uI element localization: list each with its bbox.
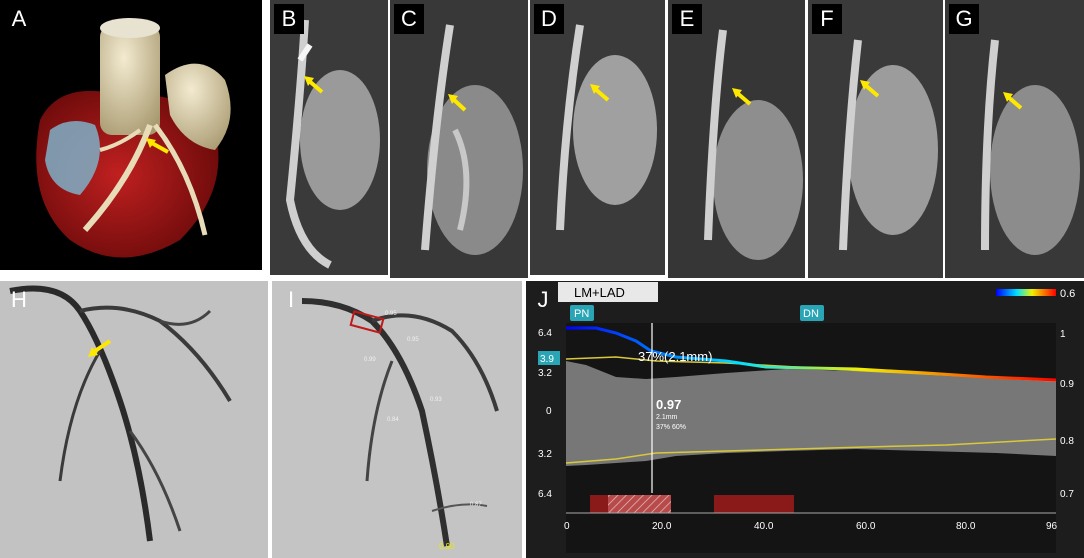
panel-c-ct-slice: C bbox=[390, 0, 528, 278]
panel-h-angiogram: H bbox=[0, 281, 268, 558]
panel-label: C bbox=[394, 4, 424, 34]
x-tick: 20.0 bbox=[652, 521, 672, 532]
panel-label: H bbox=[11, 287, 27, 312]
ffr-value-label: 0.84 bbox=[387, 417, 399, 423]
ffr-value-label: 0.95 bbox=[407, 337, 419, 343]
ct-slice-image bbox=[530, 0, 665, 275]
x-tick: 60.0 bbox=[856, 521, 876, 532]
panel-label: E bbox=[672, 4, 702, 34]
panel-label: I bbox=[287, 287, 295, 312]
stenosis-label: 37%(2.1mm) bbox=[638, 349, 712, 364]
panel-b-ct-slice: B bbox=[270, 0, 388, 275]
ct-slice-image bbox=[668, 0, 805, 278]
x-tick: 80.0 bbox=[956, 521, 976, 532]
mld-value: 2.1mm bbox=[656, 414, 678, 421]
x-tick: 0 bbox=[564, 521, 570, 532]
marker-pn: PN bbox=[574, 308, 589, 320]
ct-slice-image bbox=[945, 0, 1084, 278]
ffr-value-label: 0.87 bbox=[470, 502, 482, 508]
y-tick-left: 3.2 bbox=[538, 449, 552, 460]
x-tick: 40.0 bbox=[754, 521, 774, 532]
y-tick-right: 0.9 bbox=[1060, 379, 1074, 390]
qfr-value: 0.97 bbox=[656, 397, 681, 412]
panel-label: D bbox=[534, 4, 564, 34]
x-tick: 96 bbox=[1046, 521, 1058, 532]
panel-label: G bbox=[949, 4, 979, 34]
qfr-profile-plot: LM+LAD 0.6 PN DN 37%(2.1mm) 0.97 2.1mm 3… bbox=[526, 281, 1084, 558]
y-tick-right: 1 bbox=[1060, 329, 1066, 340]
ct-slice-image bbox=[270, 0, 388, 275]
heart-3d-image bbox=[36, 18, 231, 258]
y-tick-right: 0.8 bbox=[1060, 436, 1074, 447]
colorbar-max-label: 0.6 bbox=[1060, 288, 1075, 300]
marker-dn: DN bbox=[803, 308, 819, 320]
y-tick-left: 6.4 bbox=[538, 489, 552, 500]
y-tick-left: 0 bbox=[546, 406, 552, 417]
ffr-value-label: 0.99 bbox=[364, 357, 376, 363]
panel-e-ct-slice: E bbox=[668, 0, 805, 278]
panel-label: J bbox=[537, 287, 549, 312]
y-tick-right: 0.7 bbox=[1060, 489, 1074, 500]
plot-title: LM+LAD bbox=[574, 285, 625, 300]
ffr-value-label: 0.95 bbox=[385, 311, 397, 317]
y-tick-left: 6.4 bbox=[538, 328, 552, 339]
panel-i-qfr-angiogram: 0.95 0.95 0.99 0.84 0.93 0.87 0.90 I bbox=[272, 281, 522, 558]
panel-g-ct-slice: G bbox=[945, 0, 1084, 278]
ct-slice-image bbox=[390, 0, 528, 278]
ffr-value-label: 0.93 bbox=[430, 397, 442, 403]
panel-label: B bbox=[274, 4, 304, 34]
stenosis-percent: 37% 60% bbox=[656, 424, 686, 431]
panel-label: F bbox=[812, 4, 842, 34]
ffr-value-label: 0.90 bbox=[439, 542, 455, 551]
qfr-angiogram-image: 0.95 0.95 0.99 0.84 0.93 0.87 0.90 bbox=[272, 281, 522, 558]
panel-d-ct-slice: D bbox=[530, 0, 665, 275]
y-tick-highlight: 3.9 bbox=[540, 354, 554, 365]
panel-j-qfr-profile: LM+LAD 0.6 PN DN 37%(2.1mm) 0.97 2.1mm 3… bbox=[526, 281, 1084, 558]
panel-label: A bbox=[4, 4, 34, 34]
panel-a-3d-rendering: A bbox=[0, 0, 262, 270]
panel-f-ct-slice: F bbox=[808, 0, 943, 278]
ct-slice-image bbox=[808, 0, 943, 278]
angiogram-image bbox=[0, 281, 268, 558]
y-tick-left: 3.2 bbox=[538, 368, 552, 379]
